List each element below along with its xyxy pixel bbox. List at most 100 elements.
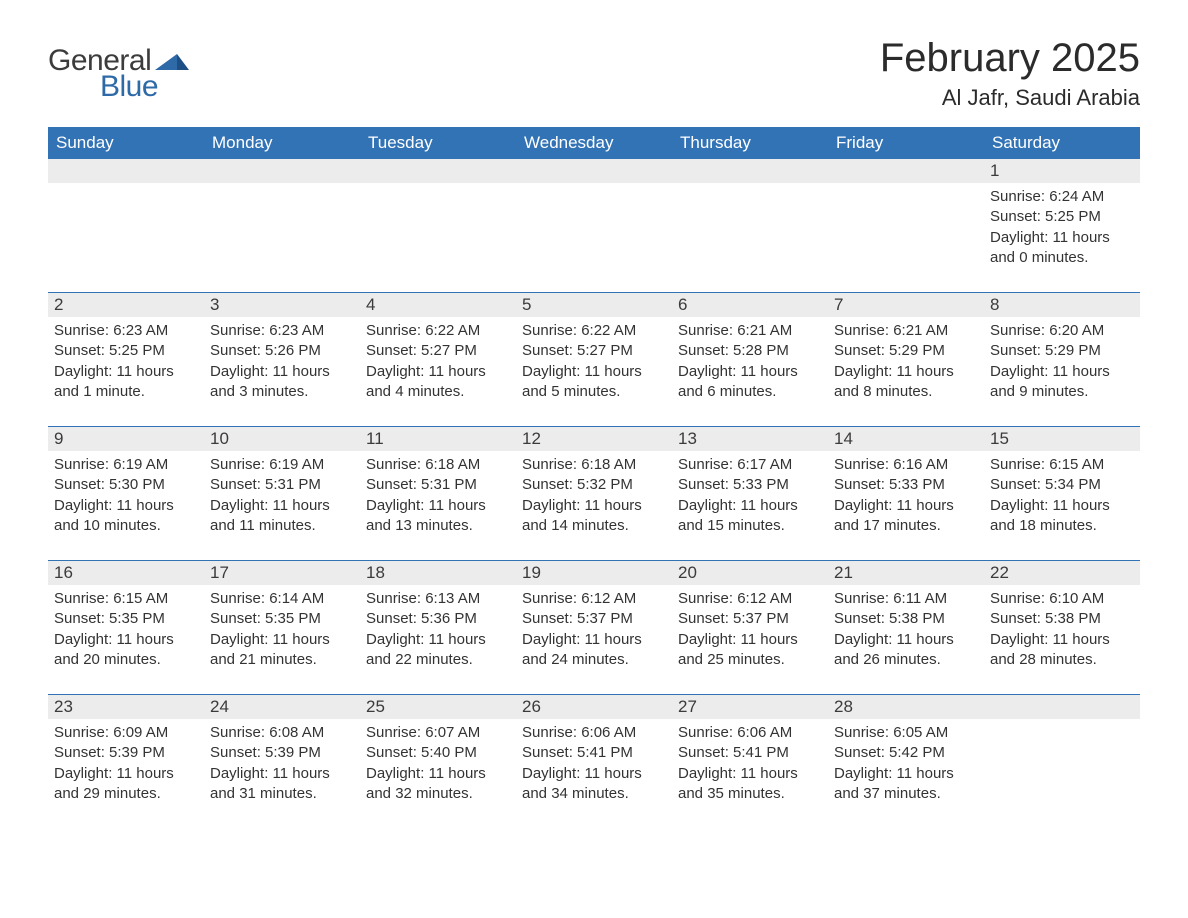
day-cell: 11 Sunrise: 6:18 AMSunset: 5:31 PMDayligh…: [360, 427, 516, 560]
day-details: Sunrise: 6:17 AMSunset: 5:33 PMDaylight:…: [674, 455, 822, 536]
daylight-line: Daylight: 11 hours: [522, 764, 662, 784]
location-subtitle: Al Jafr, Saudi Arabia: [880, 85, 1140, 111]
daylight-line: and 1 minute.: [54, 382, 194, 402]
day-number: 6: [672, 293, 828, 317]
day-details: Sunrise: 6:18 AMSunset: 5:31 PMDaylight:…: [362, 455, 510, 536]
sunrise-line: Sunrise: 6:05 AM: [834, 723, 974, 743]
sunrise-line: Sunrise: 6:15 AM: [54, 589, 194, 609]
sunset-line: Sunset: 5:35 PM: [54, 609, 194, 629]
sunrise-line: Sunrise: 6:22 AM: [366, 321, 506, 341]
week-row: 1Sunrise: 6:24 AMSunset: 5:25 PMDaylight…: [48, 159, 1140, 292]
day-cell: [360, 159, 516, 292]
weekday-header: Friday: [828, 127, 984, 159]
daylight-line: Daylight: 11 hours: [210, 764, 350, 784]
day-details: Sunrise: 6:12 AMSunset: 5:37 PMDaylight:…: [674, 589, 822, 670]
sunset-line: Sunset: 5:41 PM: [678, 743, 818, 763]
sunrise-line: Sunrise: 6:19 AM: [54, 455, 194, 475]
weekday-header: Wednesday: [516, 127, 672, 159]
daylight-line: Daylight: 11 hours: [678, 764, 818, 784]
daylight-line: Daylight: 11 hours: [990, 228, 1130, 248]
header: General Blue February 2025 Al Jafr, Saud…: [48, 24, 1140, 119]
day-details: Sunrise: 6:21 AMSunset: 5:28 PMDaylight:…: [674, 321, 822, 402]
day-cell: 16Sunrise: 6:15 AMSunset: 5:35 PMDayligh…: [48, 561, 204, 694]
daylight-line: Daylight: 11 hours: [834, 764, 974, 784]
day-details: Sunrise: 6:18 AMSunset: 5:32 PMDaylight:…: [518, 455, 666, 536]
day-number: 7: [828, 293, 984, 317]
daylight-line: and 24 minutes.: [522, 650, 662, 670]
day-number: 11: [360, 427, 516, 451]
sunrise-line: Sunrise: 6:06 AM: [678, 723, 818, 743]
weekday-header: Tuesday: [360, 127, 516, 159]
day-cell: 8Sunrise: 6:20 AMSunset: 5:29 PMDaylight…: [984, 293, 1140, 426]
daylight-line: and 4 minutes.: [366, 382, 506, 402]
day-details: Sunrise: 6:21 AMSunset: 5:29 PMDaylight:…: [830, 321, 978, 402]
sunset-line: Sunset: 5:34 PM: [990, 475, 1130, 495]
daylight-line: Daylight: 11 hours: [522, 362, 662, 382]
day-details: Sunrise: 6:22 AMSunset: 5:27 PMDaylight:…: [362, 321, 510, 402]
daylight-line: Daylight: 11 hours: [990, 362, 1130, 382]
day-number: 20: [672, 561, 828, 585]
day-details: Sunrise: 6:16 AMSunset: 5:33 PMDaylight:…: [830, 455, 978, 536]
day-cell: 22Sunrise: 6:10 AMSunset: 5:38 PMDayligh…: [984, 561, 1140, 694]
day-cell: 14 Sunrise: 6:16 AMSunset: 5:33 PMDayligh…: [828, 427, 984, 560]
day-cell: 6 Sunrise: 6:21 AMSunset: 5:28 PMDaylight…: [672, 293, 828, 426]
weekday-header: Monday: [204, 127, 360, 159]
day-number: 27: [672, 695, 828, 719]
week-row: 9 Sunrise: 6:19 AMSunset: 5:30 PMDaylight…: [48, 426, 1140, 560]
day-details: Sunrise: 6:05 AMSunset: 5:42 PMDaylight:…: [830, 723, 978, 804]
sunrise-line: Sunrise: 6:11 AM: [834, 589, 974, 609]
day-number: 26: [516, 695, 672, 719]
daylight-line: and 26 minutes.: [834, 650, 974, 670]
sunrise-line: Sunrise: 6:22 AM: [522, 321, 662, 341]
daylight-line: and 20 minutes.: [54, 650, 194, 670]
sunset-line: Sunset: 5:27 PM: [366, 341, 506, 361]
day-cell: 26Sunrise: 6:06 AMSunset: 5:41 PMDayligh…: [516, 695, 672, 828]
day-number: 14: [828, 427, 984, 451]
sunrise-line: Sunrise: 6:23 AM: [210, 321, 350, 341]
day-details: Sunrise: 6:11 AMSunset: 5:38 PMDaylight:…: [830, 589, 978, 670]
sunset-line: Sunset: 5:38 PM: [990, 609, 1130, 629]
daylight-line: and 5 minutes.: [522, 382, 662, 402]
daylight-line: Daylight: 11 hours: [366, 496, 506, 516]
day-details: Sunrise: 6:24 AMSunset: 5:25 PMDaylight:…: [986, 187, 1134, 268]
day-details: Sunrise: 6:23 AMSunset: 5:25 PMDaylight:…: [50, 321, 198, 402]
daylight-line: and 3 minutes.: [210, 382, 350, 402]
sunrise-line: Sunrise: 6:24 AM: [990, 187, 1130, 207]
day-number: [360, 159, 516, 183]
day-cell: [828, 159, 984, 292]
daylight-line: Daylight: 11 hours: [54, 630, 194, 650]
daylight-line: and 35 minutes.: [678, 784, 818, 804]
sunset-line: Sunset: 5:40 PM: [366, 743, 506, 763]
day-cell: 4 Sunrise: 6:22 AMSunset: 5:27 PMDaylight…: [360, 293, 516, 426]
day-number: 9: [48, 427, 204, 451]
sunset-line: Sunset: 5:31 PM: [366, 475, 506, 495]
day-details: Sunrise: 6:08 AMSunset: 5:39 PMDaylight:…: [206, 723, 354, 804]
day-details: Sunrise: 6:19 AMSunset: 5:30 PMDaylight:…: [50, 455, 198, 536]
sunset-line: Sunset: 5:41 PM: [522, 743, 662, 763]
sunset-line: Sunset: 5:35 PM: [210, 609, 350, 629]
day-number: 17: [204, 561, 360, 585]
day-number: 4: [360, 293, 516, 317]
weekday-header: Saturday: [984, 127, 1140, 159]
daylight-line: and 8 minutes.: [834, 382, 974, 402]
day-number: [828, 159, 984, 183]
daylight-line: and 10 minutes.: [54, 516, 194, 536]
day-number: 12: [516, 427, 672, 451]
week-row: 23Sunrise: 6:09 AMSunset: 5:39 PMDayligh…: [48, 694, 1140, 828]
day-details: Sunrise: 6:22 AMSunset: 5:27 PMDaylight:…: [518, 321, 666, 402]
sunset-line: Sunset: 5:31 PM: [210, 475, 350, 495]
day-details: Sunrise: 6:15 AMSunset: 5:34 PMDaylight:…: [986, 455, 1134, 536]
sunset-line: Sunset: 5:33 PM: [834, 475, 974, 495]
sunset-line: Sunset: 5:33 PM: [678, 475, 818, 495]
daylight-line: Daylight: 11 hours: [54, 496, 194, 516]
daylight-line: Daylight: 11 hours: [54, 764, 194, 784]
day-cell: 17Sunrise: 6:14 AMSunset: 5:35 PMDayligh…: [204, 561, 360, 694]
sunrise-line: Sunrise: 6:18 AM: [522, 455, 662, 475]
day-cell: [984, 695, 1140, 828]
day-number: 21: [828, 561, 984, 585]
daylight-line: and 13 minutes.: [366, 516, 506, 536]
day-number: 22: [984, 561, 1140, 585]
sunset-line: Sunset: 5:42 PM: [834, 743, 974, 763]
day-cell: [516, 159, 672, 292]
sunset-line: Sunset: 5:29 PM: [990, 341, 1130, 361]
